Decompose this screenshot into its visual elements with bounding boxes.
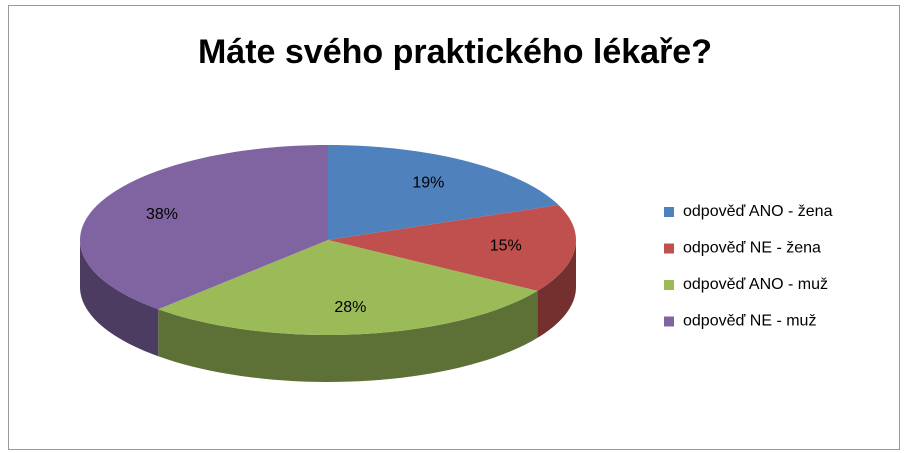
- legend-swatch: [664, 243, 674, 254]
- slice: [328, 145, 559, 240]
- legend-swatch: [664, 280, 674, 290]
- data-label: 15%: [490, 238, 522, 255]
- slice: [158, 240, 538, 335]
- chart-title: Máte svého praktického lékaře?: [198, 33, 712, 71]
- data-label: 19%: [412, 175, 444, 192]
- slice-side: [537, 240, 576, 338]
- slice: [328, 205, 576, 291]
- legend-label: odpověď ANO - žena: [683, 203, 833, 220]
- legend-label: odpověď ANO - muž: [683, 276, 828, 293]
- slice-side: [158, 290, 538, 382]
- legend-swatch: [664, 207, 674, 217]
- data-label: 28%: [334, 299, 366, 316]
- slice-side: [80, 240, 159, 357]
- slice: [80, 145, 328, 310]
- legend-swatch: [664, 316, 674, 327]
- data-label: 38%: [146, 206, 178, 223]
- legend-label: odpověď NE - muž: [683, 313, 816, 330]
- legend-label: odpověď NE - žena: [683, 240, 821, 257]
